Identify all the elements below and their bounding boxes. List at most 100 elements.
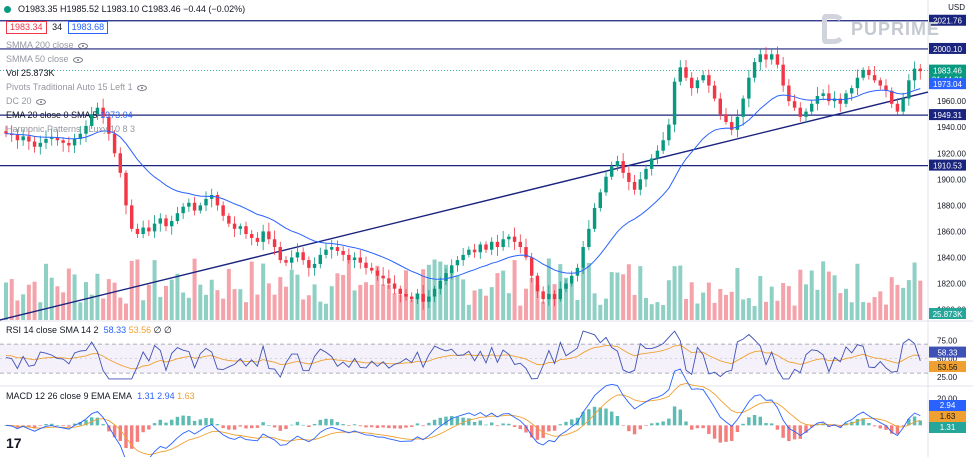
macd-histogram-bar [135, 425, 140, 442]
volume-bar [615, 272, 620, 320]
macd-histogram-bar [215, 424, 220, 426]
volume-tag-text: 25.873K [933, 310, 963, 319]
candle-body [735, 116, 740, 130]
volume-bar [644, 297, 648, 320]
candle-body [724, 114, 728, 123]
spread-value: 34 [52, 22, 63, 32]
rsi-line [5, 330, 921, 380]
macd-histogram-bar [170, 419, 174, 426]
macd-histogram-bar [147, 425, 151, 430]
candle-body [370, 267, 374, 271]
level-tag [929, 42, 966, 54]
indicator-row[interactable]: Harmonic Patterns - Luxy 10 8 3 [6, 124, 136, 134]
candle-body [701, 75, 705, 81]
macd-histogram-bar [730, 425, 734, 441]
macd-histogram-bar [381, 425, 385, 428]
macd-histogram-bar [764, 423, 768, 426]
indicator-row[interactable]: Vol 25.873K [6, 68, 55, 78]
candle-body [198, 205, 202, 211]
macd-histogram-bar [32, 425, 37, 429]
volume-bar [821, 261, 826, 320]
candle-body [547, 293, 551, 300]
volume-bar [472, 290, 477, 320]
volume-bar [215, 290, 220, 320]
level-tag [929, 109, 966, 121]
candle-body [484, 244, 488, 250]
ask-price[interactable]: 1983.68 [67, 21, 109, 34]
indicator-row[interactable]: SMMA 50 close [6, 53, 147, 65]
volume-bar [284, 286, 288, 320]
candle-body [661, 140, 665, 151]
macd-histogram-bar [701, 425, 705, 429]
trendline [0, 91, 929, 321]
macd-histogram-bar [21, 425, 25, 426]
hidden-eye-icon[interactable] [72, 56, 83, 63]
volume-tag [929, 308, 966, 319]
indicator-row[interactable]: EMA 20 close 0 SMA 5 1973.04 [6, 110, 133, 120]
candle-body [27, 136, 31, 142]
price-axis-label: 1820.00 [937, 280, 966, 289]
macd-histogram-bar [130, 425, 134, 449]
volume-bar [221, 298, 226, 320]
candle-body [541, 291, 545, 300]
macd-histogram-bar [644, 425, 648, 426]
volume-bar [781, 283, 786, 320]
volume-bar [581, 267, 586, 320]
volume-bar [529, 277, 534, 320]
macd-histogram-bar [838, 425, 842, 428]
volume-bar [895, 284, 900, 320]
bid-price[interactable]: 1983.34 [6, 21, 47, 34]
currency-label[interactable]: USD [948, 3, 965, 12]
candle-body [118, 153, 122, 173]
macd-histogram-bar [484, 424, 488, 426]
candle-body [141, 227, 145, 235]
macd-signal-line [5, 383, 921, 455]
indicator-row[interactable]: Pivots Traditional Auto 15 Left 1 [6, 81, 147, 93]
volume-bar [661, 304, 666, 320]
macd-histogram-bar [375, 425, 380, 429]
macd-histogram-bar [541, 425, 545, 438]
candle-body [427, 296, 431, 302]
volume-bar [204, 294, 208, 320]
macd-histogram-bar [324, 418, 328, 426]
hidden-eye-icon[interactable] [35, 98, 46, 105]
volume-bar [295, 274, 300, 320]
macd-histogram-bar [72, 423, 77, 426]
volume-bar [478, 288, 483, 320]
candle-body [667, 124, 671, 141]
indicator-row[interactable]: DC 20 [6, 95, 147, 107]
macd-histogram-bar [250, 425, 254, 429]
indicator-row[interactable]: SMMA 200 close [6, 39, 147, 51]
candle-body [855, 77, 860, 89]
macd-histogram-bar [341, 424, 345, 426]
candle-body [204, 198, 208, 206]
hidden-eye-icon[interactable] [77, 42, 88, 49]
volume-bar [649, 304, 654, 320]
volume-bar [261, 263, 266, 320]
volume-bar [809, 270, 814, 320]
macd-histogram-bar [181, 415, 185, 426]
candle-body [352, 257, 357, 261]
candle-body [872, 75, 877, 81]
macd-histogram-bar [610, 411, 614, 426]
candle-body [890, 90, 894, 104]
level-tag-text: 2021.76 [933, 17, 962, 26]
macd-histogram-bar [844, 422, 848, 426]
macd-histogram-bar [530, 425, 534, 438]
macd-legend[interactable]: MACD 12 26 close 9 EMA EMA 1.31 2.94 1.6… [6, 391, 195, 401]
candle-body [507, 236, 511, 240]
hidden-eye-icon[interactable] [136, 84, 147, 91]
macd-histogram-bar [261, 422, 265, 426]
macd-histogram-bar [724, 425, 728, 442]
macd-histogram-bar [832, 425, 837, 426]
macd-histogram-bar [684, 421, 688, 426]
rsi-legend[interactable]: RSI 14 close SMA 14 2 58.33 53.56 ∅ ∅ [6, 325, 172, 335]
macd-tag [929, 400, 966, 411]
volume-bar [832, 275, 837, 320]
volume-bar [626, 264, 631, 320]
level-tag [929, 14, 966, 26]
candle-body [250, 234, 254, 238]
candle-body [530, 257, 534, 276]
macd-histogram-bar [501, 423, 505, 426]
